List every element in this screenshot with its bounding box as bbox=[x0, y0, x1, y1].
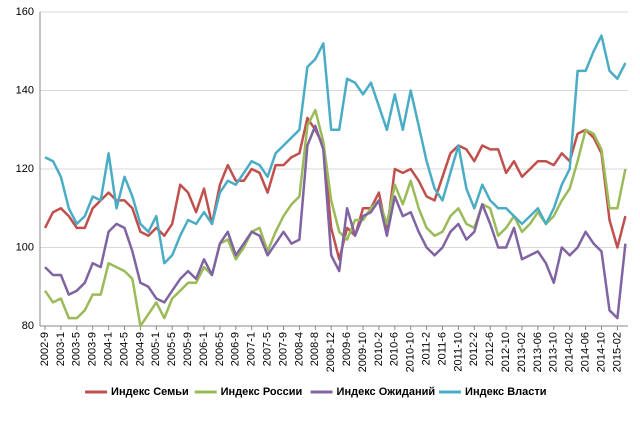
x-tick-label: 2014-10 bbox=[595, 332, 607, 372]
x-tick-label: 2004-5 bbox=[118, 332, 130, 366]
x-tick-label: 2008-12 bbox=[325, 332, 337, 372]
x-tick-label: 2008-4 bbox=[293, 332, 305, 366]
y-tick-label: 120 bbox=[16, 163, 34, 175]
x-tick-label: 2015-02 bbox=[611, 332, 623, 372]
y-tick-label: 160 bbox=[16, 6, 34, 18]
x-tick-label: 2014-06 bbox=[580, 332, 592, 372]
series-line bbox=[43, 108, 627, 328]
y-tick-label: 100 bbox=[16, 241, 34, 253]
x-tick-label: 2013-06 bbox=[532, 332, 544, 372]
x-tick-label: 2013-10 bbox=[548, 332, 560, 372]
x-tick-label: 2010-10 bbox=[405, 332, 417, 372]
x-tick-label: 2011-2 bbox=[421, 332, 433, 365]
x-tick-label: 2003-9 bbox=[87, 332, 99, 366]
legend-label: Индекс России bbox=[221, 386, 303, 398]
x-tick-label: 2003-1 bbox=[55, 332, 67, 366]
y-tick-label: 80 bbox=[22, 320, 34, 332]
x-tick-label: 2007-5 bbox=[262, 332, 274, 366]
x-tick-label: 2011-6 bbox=[436, 332, 448, 365]
x-tick-label: 2014-02 bbox=[564, 332, 576, 372]
x-tick-label: 2004-9 bbox=[134, 332, 146, 366]
series-line bbox=[44, 34, 627, 265]
x-tick-label: 2006-1 bbox=[198, 332, 210, 366]
x-tick-label: 2005-5 bbox=[166, 332, 178, 366]
x-tick-label: 2010-6 bbox=[389, 332, 401, 366]
x-tick-label: 2006-5 bbox=[214, 332, 226, 366]
x-tick-label: 2002-9 bbox=[39, 332, 51, 366]
x-tick-label: 2012-10 bbox=[500, 332, 512, 372]
x-tick-label: 2009-6 bbox=[341, 332, 353, 366]
y-tick-label: 140 bbox=[16, 84, 34, 96]
legend-label: Индекс Власти bbox=[465, 386, 547, 398]
x-tick-label: 2007-1 bbox=[246, 332, 258, 366]
x-tick-label: 2004-1 bbox=[103, 332, 115, 366]
x-tick-label: 2003-5 bbox=[71, 332, 83, 366]
x-tick-label: 2007-9 bbox=[277, 332, 289, 366]
legend-label: Индекс Ожиданий bbox=[337, 386, 436, 398]
x-tick-label: 2012-2 bbox=[468, 332, 480, 366]
series-line bbox=[44, 124, 627, 320]
x-tick-label: 2010-2 bbox=[373, 332, 385, 366]
x-tick-label: 2005-1 bbox=[150, 332, 162, 366]
x-tick-label: 2008-8 bbox=[309, 332, 321, 366]
x-tick-label: 2013-02 bbox=[516, 332, 528, 372]
x-tick-label: 2011-10 bbox=[452, 332, 464, 372]
x-tick-label: 2012-6 bbox=[484, 332, 496, 366]
series-line bbox=[43, 116, 627, 261]
legend-label: Индекс Семьи bbox=[111, 386, 189, 398]
x-tick-label: 2009-10 bbox=[357, 332, 369, 372]
x-tick-label: 2005-9 bbox=[182, 332, 194, 366]
x-tick-label: 2006-9 bbox=[230, 332, 242, 366]
